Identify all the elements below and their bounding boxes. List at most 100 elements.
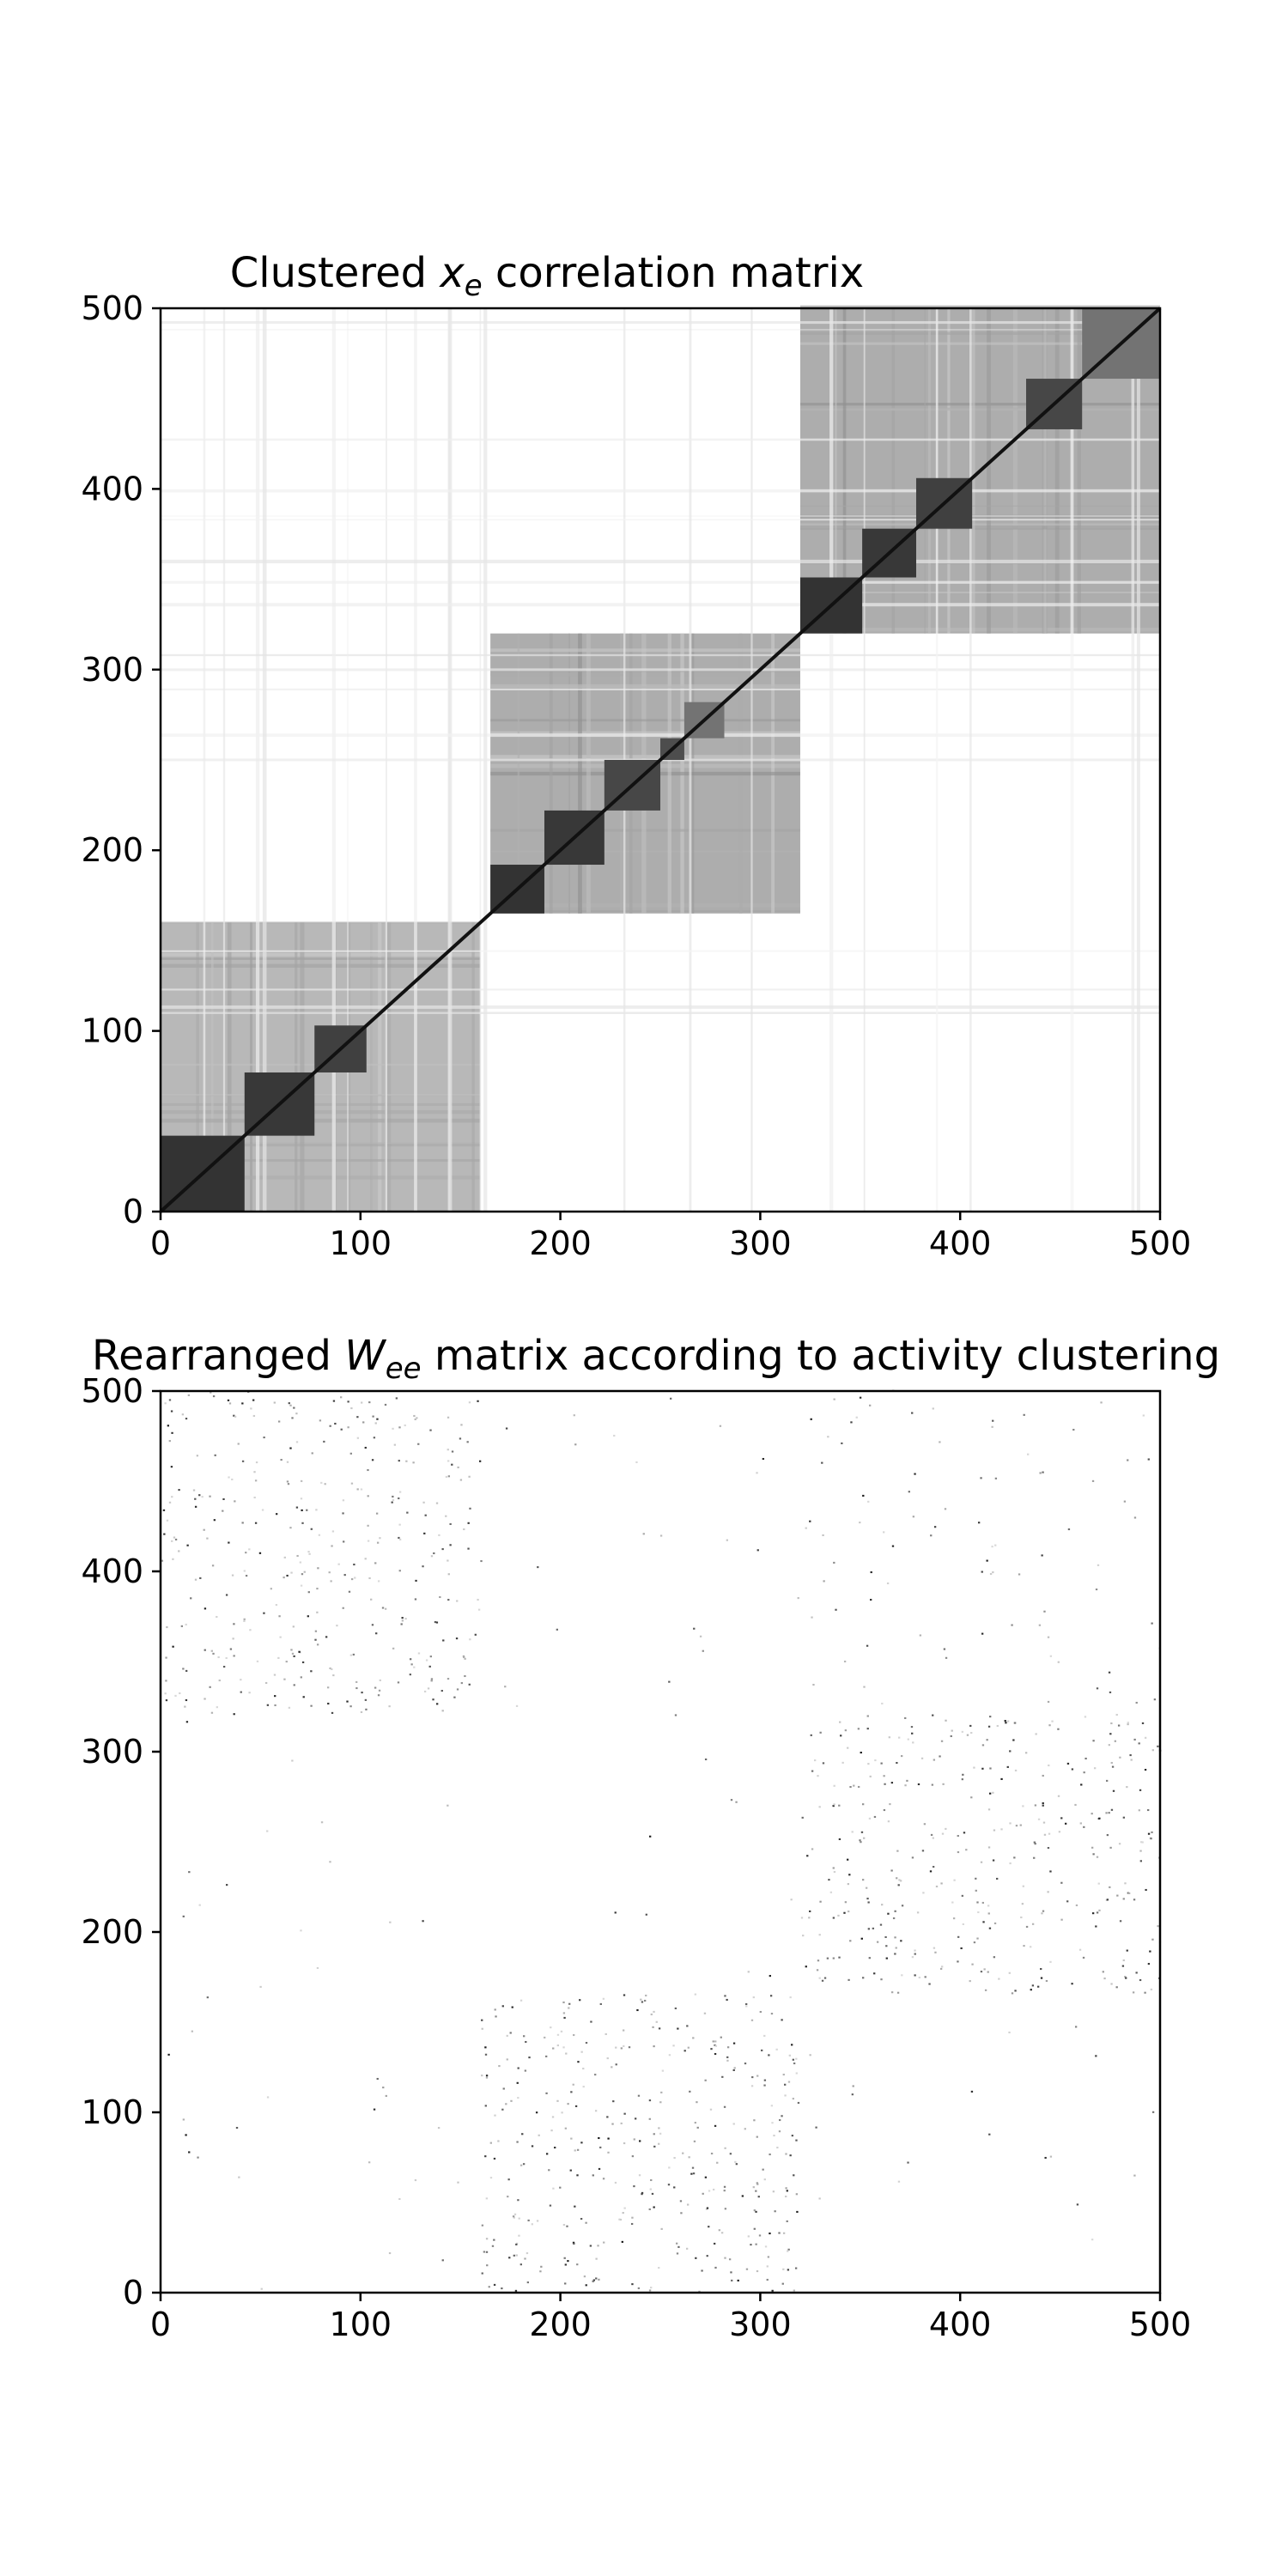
weight-cell	[867, 1763, 870, 1765]
weight-cell	[1122, 1816, 1126, 1819]
weight-cell	[645, 1913, 647, 1916]
weight-cell	[306, 1509, 308, 1511]
weight-cell	[897, 1884, 900, 1886]
weight-cell	[371, 1624, 374, 1626]
weight-cell	[519, 2164, 523, 2166]
weight-cell	[539, 2270, 542, 2273]
weight-cell	[1005, 1722, 1007, 1724]
weight-cell	[298, 1650, 301, 1653]
weight-cell	[865, 1886, 868, 1889]
weight-cell	[755, 2243, 757, 2245]
background-stripe	[161, 515, 1160, 517]
background-stripe	[262, 308, 267, 1212]
weight-cell	[732, 2069, 735, 2071]
background-stripe	[1131, 308, 1135, 1212]
x-tick-label: 300	[729, 1224, 792, 1262]
weight-cell	[732, 2042, 736, 2044]
weight-cell	[714, 2052, 717, 2056]
weight-cell	[906, 1779, 908, 1782]
texture-stripe	[799, 628, 1160, 632]
weight-cell	[1057, 1728, 1060, 1730]
weight-cell	[1110, 1983, 1113, 1985]
weight-cell	[764, 2245, 768, 2248]
weight-cell	[540, 2265, 543, 2268]
weight-cell	[781, 2282, 784, 2285]
weight-cell	[515, 2243, 518, 2245]
weight-cell	[574, 2105, 578, 2107]
weight-cell	[623, 2142, 626, 2145]
weight-cell	[1122, 1898, 1125, 1900]
weight-cell	[931, 1783, 934, 1786]
weight-cell	[981, 1901, 984, 1905]
weight-cell	[182, 1915, 185, 1917]
weight-cell	[977, 1522, 981, 1524]
weight-cell	[659, 2132, 662, 2135]
weight-cell	[526, 2251, 529, 2255]
weight-cell	[714, 2044, 716, 2046]
weight-cell	[376, 1541, 380, 1544]
weight-cell	[733, 2067, 736, 2069]
weight-cell	[1023, 1945, 1025, 1947]
weight-cells	[161, 1389, 1162, 2293]
weight-cell	[301, 1573, 304, 1576]
weight-cell	[880, 1978, 883, 1981]
weight-cell	[832, 1805, 835, 1807]
weight-cell	[342, 1499, 345, 1502]
weight-cell	[797, 2101, 800, 2105]
weight-cell	[254, 1522, 258, 1524]
weight-cell	[720, 2232, 724, 2234]
weight-cell	[178, 1489, 180, 1492]
weight-cell	[1014, 1990, 1017, 1992]
weight-cell	[1098, 1817, 1101, 1820]
weight-cell	[1106, 1899, 1109, 1901]
weight-cell	[928, 1983, 931, 1985]
weight-cell	[615, 2063, 617, 2066]
weight-cell	[401, 1617, 404, 1619]
weight-cell	[753, 2119, 756, 2122]
weight-cell	[194, 1505, 197, 1508]
texture-stripe	[987, 308, 991, 634]
weight-cell	[769, 1995, 773, 1997]
weight-cell	[188, 2151, 191, 2154]
weight-cell	[425, 1659, 428, 1662]
weight-cell	[494, 2008, 496, 2011]
weight-cell	[484, 2053, 488, 2056]
texture-stripe	[161, 1142, 481, 1145]
weight-cell	[286, 1480, 289, 1483]
weight-cell	[929, 1870, 933, 1873]
weight-cell	[469, 1638, 471, 1641]
weight-cell	[991, 1425, 993, 1428]
weight-cell	[1096, 1911, 1099, 1914]
weight-cell	[1124, 1976, 1127, 1978]
weight-cell	[899, 1880, 902, 1882]
weight-cell	[613, 1434, 616, 1437]
weight-cell	[943, 1648, 946, 1650]
weight-cell	[550, 2026, 552, 2029]
weight-cell	[1114, 1740, 1117, 1742]
weight-cell	[784, 2094, 787, 2097]
weight-cell	[763, 2178, 766, 2181]
background-stripe	[161, 438, 1160, 441]
weight-cell	[833, 1398, 835, 1400]
weight-cell	[1022, 1805, 1024, 1807]
weight-cell	[821, 1461, 823, 1464]
weight-cell	[437, 2127, 440, 2129]
weight-cell	[311, 1452, 313, 1455]
weight-cell	[1041, 1554, 1043, 1557]
weight-cell	[827, 1436, 829, 1438]
weight-cell	[607, 2137, 610, 2140]
weight-cell	[640, 1998, 642, 2001]
weight-cell	[1132, 1991, 1135, 1994]
weight-cell	[747, 2235, 750, 2238]
weight-cell	[720, 2036, 722, 2038]
weight-cell	[549, 2204, 552, 2207]
weight-cell	[788, 2054, 792, 2057]
weight-cell	[307, 1615, 309, 1618]
weight-cell	[231, 1478, 234, 1481]
weight-cell	[966, 1734, 969, 1736]
weight-cell	[320, 1481, 323, 1484]
weight-cell	[812, 1683, 815, 1686]
weight-cell	[752, 1996, 755, 1999]
weight-cell	[334, 1422, 337, 1425]
weight-cell	[501, 2005, 504, 2008]
